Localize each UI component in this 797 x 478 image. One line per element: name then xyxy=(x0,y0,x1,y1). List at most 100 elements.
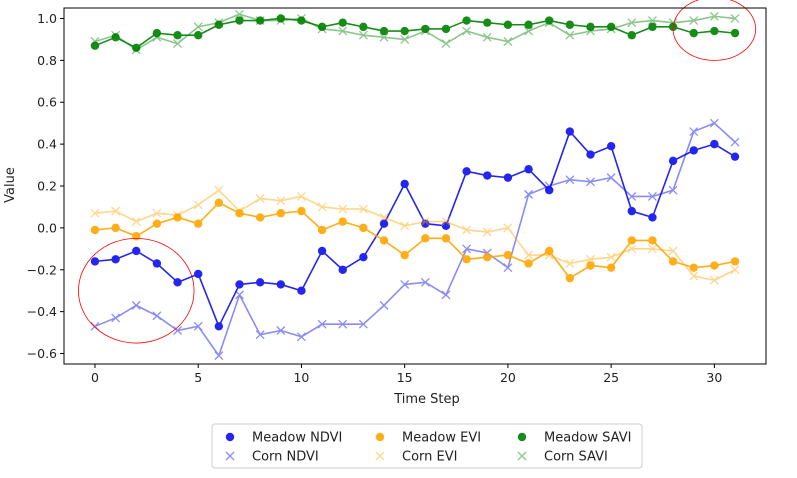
data-point xyxy=(317,246,327,256)
data-point xyxy=(462,255,471,264)
data-point xyxy=(627,206,636,216)
data-point xyxy=(358,30,368,40)
data-point xyxy=(709,275,719,285)
legend-marker xyxy=(375,432,385,442)
data-point xyxy=(235,9,244,19)
data-point xyxy=(214,198,224,207)
data-point xyxy=(627,18,637,28)
series-meadow-evi xyxy=(90,198,740,283)
data-point xyxy=(648,213,657,222)
data-point xyxy=(379,212,389,222)
legend: Meadow NDVI Corn NDVI Meadow EVI Corn EVI Me… xyxy=(211,423,643,469)
plot-frame xyxy=(63,7,767,365)
data-point xyxy=(606,173,616,183)
data-point xyxy=(420,26,430,36)
data-point xyxy=(689,16,699,26)
x-tick-label: 30 xyxy=(706,370,722,385)
data-point xyxy=(338,265,347,274)
legend-marker-circle xyxy=(375,432,385,442)
data-point xyxy=(421,219,430,228)
data-point xyxy=(255,194,265,204)
data-point xyxy=(132,246,141,256)
legend-marker xyxy=(517,451,527,461)
data-point xyxy=(627,244,637,254)
data-point xyxy=(235,290,244,300)
data-point xyxy=(503,250,513,260)
data-point xyxy=(545,246,554,256)
series-group xyxy=(90,9,740,361)
data-point xyxy=(90,225,100,235)
data-point xyxy=(214,18,224,28)
series-line xyxy=(94,201,736,279)
data-point xyxy=(132,232,141,241)
data-point xyxy=(235,280,244,289)
data-point xyxy=(214,322,224,331)
data-point xyxy=(214,185,224,195)
data-point xyxy=(565,30,575,40)
data-point xyxy=(462,16,471,25)
data-point xyxy=(235,209,244,218)
data-point xyxy=(194,219,203,228)
x-tick-label: 5 xyxy=(194,370,202,385)
highlight-ellipse xyxy=(672,0,757,61)
data-point xyxy=(214,20,224,29)
data-point xyxy=(710,26,719,36)
data-point xyxy=(400,179,409,189)
y-tick-label: −0.4 xyxy=(27,304,57,319)
data-point xyxy=(503,20,513,29)
series-meadow-savi xyxy=(90,14,740,52)
data-point xyxy=(317,24,327,34)
data-point xyxy=(296,192,306,201)
data-point xyxy=(689,127,699,137)
data-point xyxy=(338,319,348,329)
legend-marker xyxy=(517,432,527,442)
data-point xyxy=(606,24,616,34)
axes-group: 0 5 10 15 20 25 30 −0.6 −0.4 −0.2 0.0 0.2 0.4 0.6 0.8 1… xyxy=(27,7,767,385)
data-point xyxy=(709,118,719,128)
data-point xyxy=(296,14,306,23)
legend-marker xyxy=(225,451,235,461)
legend-label: Corn EVI xyxy=(402,450,457,465)
data-point xyxy=(503,37,513,46)
data-point xyxy=(132,43,141,52)
y-tick-label: 0.4 xyxy=(37,137,57,152)
data-point xyxy=(359,253,368,262)
data-point xyxy=(668,18,678,28)
data-point xyxy=(111,206,121,216)
data-point xyxy=(90,41,100,50)
data-point xyxy=(647,16,657,26)
legend-label: Corn SAVI xyxy=(544,450,608,465)
data-point xyxy=(400,279,410,289)
data-point xyxy=(524,20,533,29)
legend-label: Meadow EVI xyxy=(402,431,481,446)
data-point xyxy=(441,39,451,49)
data-point xyxy=(379,219,389,228)
data-point xyxy=(648,236,657,245)
data-point xyxy=(90,257,100,266)
x-tick-label: 15 xyxy=(397,370,413,385)
legend-label: Corn NDVI xyxy=(252,450,319,465)
data-point xyxy=(338,18,347,27)
x-tick-label: 10 xyxy=(293,370,309,385)
data-point xyxy=(462,244,472,254)
y-axis-label: Value xyxy=(3,167,18,203)
data-point xyxy=(730,137,740,147)
data-point xyxy=(255,16,265,26)
legend-marker-x xyxy=(225,451,235,461)
y-tick-label: 0.0 xyxy=(37,220,57,235)
data-point xyxy=(111,255,120,264)
data-point xyxy=(730,257,740,266)
data-point xyxy=(586,254,595,264)
data-point xyxy=(441,221,451,230)
series-corn-ndvi xyxy=(90,118,740,361)
data-point xyxy=(483,18,492,27)
data-point xyxy=(689,263,698,272)
data-point xyxy=(276,196,286,206)
data-point xyxy=(317,225,327,235)
y-tick-label: −0.2 xyxy=(27,262,57,277)
y-tick-label: 0.2 xyxy=(37,179,57,194)
data-point xyxy=(710,139,719,149)
data-point xyxy=(462,26,472,36)
data-point xyxy=(668,156,678,166)
